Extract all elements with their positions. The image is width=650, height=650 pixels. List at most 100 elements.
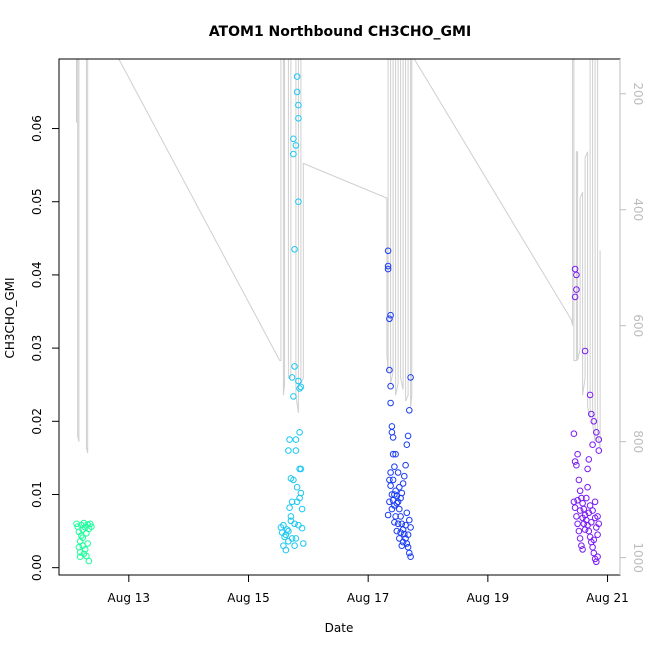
data-point [292,447,300,454]
data-point [396,535,403,542]
data-point [298,505,306,513]
data-point [290,476,297,484]
data-point [574,520,581,528]
series-4 [570,265,603,566]
data-point [580,505,588,513]
right-tick-label: 400 [631,198,645,221]
data-point [298,524,306,532]
data-point [387,482,394,490]
data-point [296,494,303,502]
data-point [293,483,301,491]
data-point [388,505,396,513]
data-point [595,520,603,528]
data-point [393,527,401,535]
data-point [575,527,583,535]
data-point [291,542,298,550]
data-point [394,469,402,476]
data-point [575,476,583,484]
data-point [590,549,598,557]
y-tick-label: 0.02 [30,408,44,435]
data-point [591,498,599,506]
data-point [297,383,305,391]
data-point [570,498,578,506]
data-point [399,480,407,487]
data-point [384,247,392,255]
data-point [296,385,303,392]
data-point [585,456,593,463]
data-point [403,441,411,449]
data-point [574,497,581,504]
data-point [586,391,594,399]
data-point [595,436,603,443]
data-point [573,513,580,520]
data-point [84,540,91,547]
data-point [88,523,95,531]
x-tick-label: Aug 13 [108,591,151,605]
data-point [292,535,300,542]
data-point [579,546,586,553]
data-point [588,410,595,418]
data-point [576,535,584,542]
data-point [295,101,302,109]
data-point [392,513,399,520]
data-point [573,461,580,469]
data-point [397,529,404,536]
data-point [399,538,407,546]
data-point [86,520,94,528]
data-point [287,513,295,520]
data-point [80,519,88,527]
data-point [285,538,292,545]
data-point [594,531,601,539]
data-point [286,504,293,512]
data-point [387,382,394,390]
data-point [595,447,603,454]
data-point [571,265,579,273]
data-point [397,513,404,520]
data-point [386,315,393,323]
data-point [387,469,394,476]
data-point [589,543,596,551]
y-axis: 0.00 0.01 0.02 0.03 0.04 0.05 0.06 [30,115,59,581]
data-point [392,450,399,458]
data-point [386,498,393,506]
right-tick-label: 1000 [631,542,645,573]
data-point [282,531,290,539]
data-point [394,520,402,528]
data-point [386,366,393,374]
series-1 [73,519,95,565]
x-tick-label: Aug 21 [586,591,629,605]
data-point [79,534,86,542]
data-point [285,447,292,454]
data-point [391,519,398,526]
data-point [396,505,403,513]
data-point [583,494,590,502]
chart-title: ATOM1 Northbound CH3CHO_GMI [209,24,471,40]
data-point [288,374,296,381]
data-point [401,530,408,538]
data-point [407,374,414,381]
data-point [404,531,412,539]
x-tick-label: Aug 19 [467,591,510,605]
data-point [570,430,578,438]
data-point [594,513,601,520]
right-axis: 200 400 600 800 1000 [619,59,645,575]
data-point [296,429,303,436]
y-tick-label: 0.00 [30,554,44,581]
data-point [396,483,403,491]
data-point [291,363,298,370]
data-point [571,293,579,301]
data-point [571,458,579,465]
data-point [297,465,305,473]
x-axis-label: Date [325,621,354,635]
data-point [593,429,600,436]
data-point [300,540,307,547]
data-point [586,533,594,541]
x-tick-label: Aug 15 [227,591,270,605]
data-point [573,286,580,293]
overlay-series [76,58,601,454]
plot-frame [58,58,621,576]
data-point [290,150,297,158]
data-point [404,432,412,440]
data-point [391,463,398,471]
